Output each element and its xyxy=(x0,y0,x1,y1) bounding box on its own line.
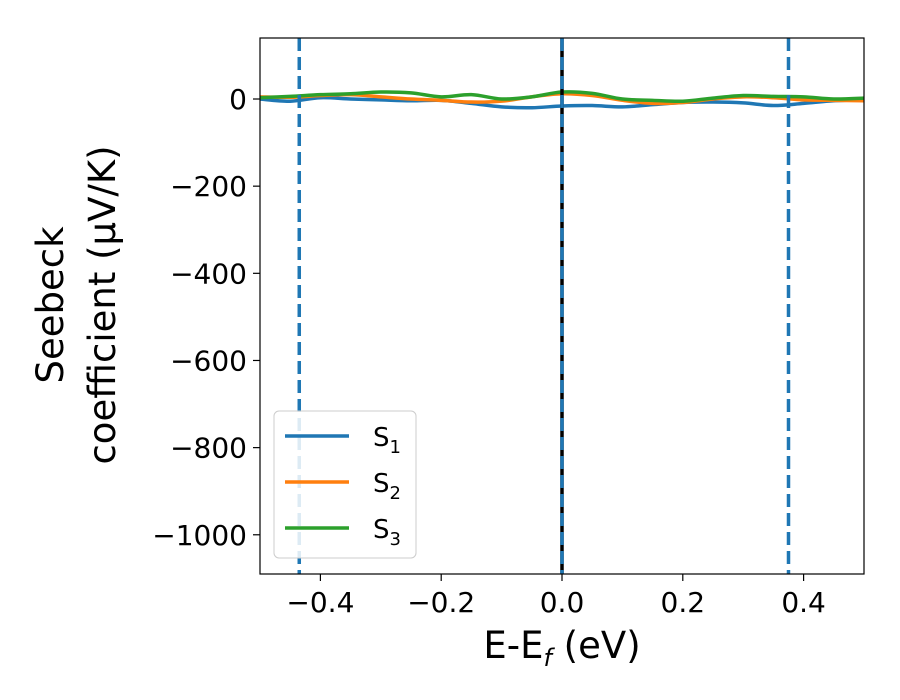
x-tick-label: 0.2 xyxy=(661,586,706,619)
legend-label-1: S1 xyxy=(373,423,401,458)
x-tick-label: −0.4 xyxy=(286,586,354,619)
y-tick-label: −600 xyxy=(170,344,247,377)
legend: S1 S2 S3 xyxy=(273,410,417,559)
legend-box xyxy=(273,410,417,559)
y-axis: 0 −200 −400 −600 −800 −1000 xyxy=(152,83,260,552)
y-tick-label: −800 xyxy=(170,432,247,465)
y-tick-label: −200 xyxy=(170,170,247,203)
y-tick-label: −400 xyxy=(170,257,247,290)
x-axis-label: E-Ef (eV) xyxy=(483,624,640,672)
legend-label-3: S3 xyxy=(373,515,401,550)
x-tick-label: −0.2 xyxy=(407,586,475,619)
x-tick-label: 0.4 xyxy=(781,586,826,619)
legend-label-2: S2 xyxy=(373,469,401,504)
y-axis-label-line2: coefficient (μV/K) xyxy=(81,145,124,464)
y-tick-label: 0 xyxy=(229,83,247,116)
y-axis-label: Seebeck coefficient (μV/K) xyxy=(29,145,124,464)
x-axis: −0.4 −0.2 0.0 0.2 0.4 xyxy=(286,574,826,619)
x-tick-label: 0.0 xyxy=(540,586,585,619)
y-axis-label-line1: Seebeck xyxy=(29,226,72,384)
y-tick-label: −1000 xyxy=(152,519,247,552)
